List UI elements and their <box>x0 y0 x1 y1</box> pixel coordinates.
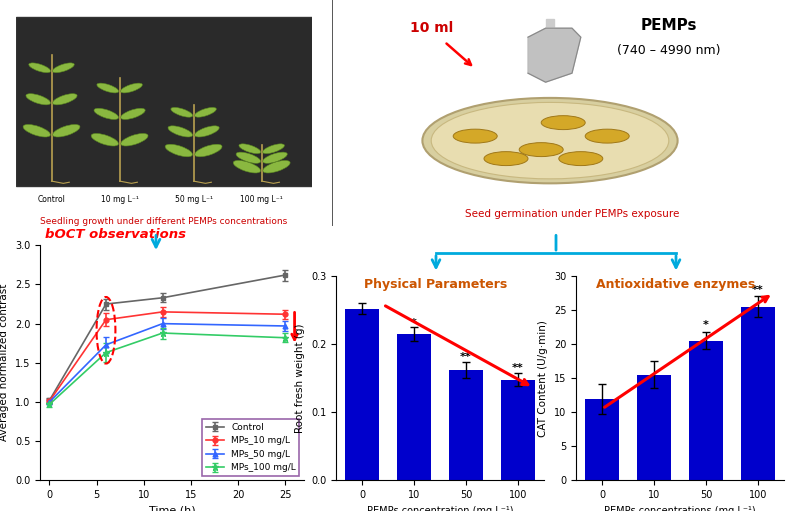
Ellipse shape <box>165 144 193 157</box>
Ellipse shape <box>454 129 498 143</box>
Ellipse shape <box>94 108 118 120</box>
Ellipse shape <box>23 125 50 137</box>
Ellipse shape <box>558 152 603 166</box>
Text: 100 mg L⁻¹: 100 mg L⁻¹ <box>240 195 283 203</box>
Text: Seed germination under PEMPs exposure: Seed germination under PEMPs exposure <box>465 210 679 219</box>
Text: bOCT observations: bOCT observations <box>46 227 186 241</box>
Bar <box>741 307 774 480</box>
Ellipse shape <box>431 102 669 179</box>
Ellipse shape <box>194 107 216 117</box>
Bar <box>586 399 619 480</box>
Text: 10 ml: 10 ml <box>410 21 453 35</box>
Polygon shape <box>528 28 581 82</box>
Legend: Control, MPs_10 mg/L, MPs_50 mg/L, MPs_100 mg/L: Control, MPs_10 mg/L, MPs_50 mg/L, MPs_1… <box>202 419 299 476</box>
Y-axis label: CAT Content (U/g·min): CAT Content (U/g·min) <box>538 320 548 436</box>
Ellipse shape <box>234 160 261 173</box>
Ellipse shape <box>29 63 50 73</box>
Ellipse shape <box>121 133 148 146</box>
Ellipse shape <box>53 94 77 105</box>
Text: **: ** <box>512 363 523 374</box>
Text: Control: Control <box>38 195 66 203</box>
Ellipse shape <box>171 107 193 117</box>
Text: Physical Parameters: Physical Parameters <box>364 278 508 291</box>
Text: *: * <box>703 320 709 331</box>
Ellipse shape <box>484 152 528 166</box>
Ellipse shape <box>121 108 145 120</box>
Bar <box>449 370 482 480</box>
Ellipse shape <box>236 152 261 164</box>
Ellipse shape <box>519 143 563 156</box>
Ellipse shape <box>26 94 50 105</box>
Text: **: ** <box>460 352 472 362</box>
Bar <box>346 309 379 480</box>
Text: PEMPs: PEMPs <box>641 18 697 33</box>
Bar <box>501 380 534 480</box>
Text: 10 mg L⁻¹: 10 mg L⁻¹ <box>101 195 138 203</box>
X-axis label: PEMPs concentration (mg L⁻¹): PEMPs concentration (mg L⁻¹) <box>366 505 514 511</box>
Ellipse shape <box>262 144 285 154</box>
Ellipse shape <box>194 126 219 137</box>
Text: Seedling growth under different PEMPs concentrations: Seedling growth under different PEMPs co… <box>40 217 288 226</box>
Ellipse shape <box>586 129 630 143</box>
Y-axis label: Root fresh weight (g): Root fresh weight (g) <box>295 323 306 433</box>
Bar <box>689 341 722 480</box>
Bar <box>638 375 671 480</box>
Ellipse shape <box>263 160 290 173</box>
Ellipse shape <box>121 83 142 93</box>
Ellipse shape <box>239 144 261 154</box>
Ellipse shape <box>262 152 287 164</box>
Text: (740 – 4990 nm): (740 – 4990 nm) <box>617 44 721 57</box>
Text: 50 mg L⁻¹: 50 mg L⁻¹ <box>174 195 213 203</box>
Ellipse shape <box>91 133 118 146</box>
Ellipse shape <box>97 83 118 93</box>
Ellipse shape <box>168 126 193 137</box>
Polygon shape <box>546 19 554 28</box>
Ellipse shape <box>422 98 678 183</box>
X-axis label: Time (h): Time (h) <box>149 505 195 511</box>
Ellipse shape <box>53 125 80 137</box>
Ellipse shape <box>194 144 222 157</box>
Ellipse shape <box>53 63 74 73</box>
Text: *: * <box>411 318 417 328</box>
Text: Antioxidative enzymes: Antioxidative enzymes <box>596 278 756 291</box>
Text: **: ** <box>752 285 763 295</box>
X-axis label: PEMPs concentrations (mg L⁻¹): PEMPs concentrations (mg L⁻¹) <box>604 505 756 511</box>
Bar <box>16 17 312 185</box>
Ellipse shape <box>542 115 586 130</box>
Bar <box>398 334 431 480</box>
Y-axis label: Averaged normalized contrast: Averaged normalized contrast <box>0 284 10 442</box>
